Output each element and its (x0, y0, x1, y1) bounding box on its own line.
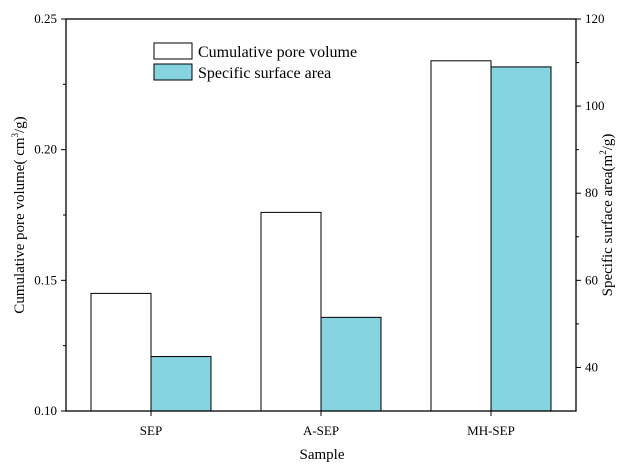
y-right-tick-label: 80 (585, 185, 598, 200)
tick-marks: 0.10 0.15 0.20 0.25 40 60 80 100 120 (34, 11, 604, 418)
y-left-tick-label: 0.20 (34, 142, 57, 157)
bar-surface-area-sep (150, 356, 212, 412)
y-axis-left-title: Cumulative pore volume( cm3/g) (10, 116, 28, 313)
x-axis-title: Sample (300, 447, 345, 463)
legend-swatch-surface-area (153, 63, 193, 81)
y-right-tick-label: 40 (585, 359, 598, 374)
y-left-tick-label: 0.25 (34, 11, 57, 26)
y-right-tick-label: 100 (585, 98, 605, 113)
y-right-tick-label: 120 (585, 11, 605, 26)
bar-surface-area-a-sep (320, 316, 382, 412)
legend-label-pore-volume: Cumulative pore volume (198, 44, 357, 61)
legend: Cumulative pore volume Specific surface … (153, 42, 357, 82)
x-tick-label-a-sep: A-SEP (303, 423, 339, 438)
y-axis-right-title: Specific surface area(m2/g) (598, 134, 616, 297)
legend-swatch-pore-volume (153, 42, 193, 60)
y-left-tick-label: 0.15 (34, 272, 57, 287)
y-right-tick-label: 60 (585, 272, 598, 287)
legend-label-surface-area: Specific surface area (198, 65, 331, 82)
x-tick-label-mh-sep: MH-SEP (467, 423, 515, 438)
pore-volume-bars: SEP A-SEP MH-SEP (90, 60, 515, 438)
x-tick-label-sep: SEP (140, 423, 162, 438)
bar-pore-volume-sep (90, 292, 152, 412)
bar-pore-volume-mh-sep (430, 60, 492, 412)
surface-area-bars (150, 66, 552, 412)
y-left-tick-label: 0.10 (34, 403, 57, 418)
bar-pore-volume-a-sep (260, 211, 322, 412)
bar-surface-area-mh-sep (490, 66, 552, 412)
